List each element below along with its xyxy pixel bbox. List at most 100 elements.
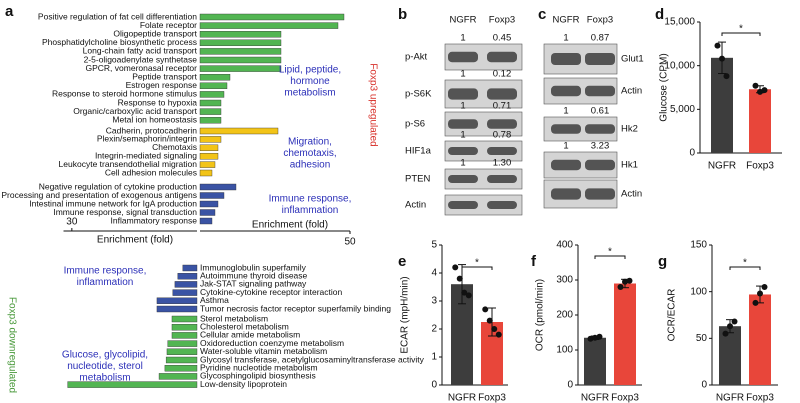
y-tick-label: 5: [431, 240, 437, 251]
data-point: [482, 306, 489, 313]
bar: [199, 39, 282, 46]
x-tick-label: Foxp3: [478, 393, 506, 403]
data-point: [723, 73, 730, 80]
bar-label: Positive regulation of fat cell differen…: [38, 11, 197, 21]
quantification: 1: [460, 33, 465, 44]
data-point: [731, 318, 738, 325]
y-tick-label: 100: [556, 345, 573, 356]
y-tick-label: 2: [431, 324, 437, 335]
blot-label: Actin: [405, 200, 426, 211]
bar: [182, 264, 198, 272]
quantification: 0.87: [591, 33, 610, 44]
bar-label: Phosphatidylcholine biosynthetic process: [42, 37, 197, 47]
bar-label: Plexin/semaphorin/integrin: [97, 134, 197, 144]
group-label: inflammation: [77, 277, 134, 288]
bar-label: Cytokine-cytokine receptor interaction: [200, 287, 342, 297]
lane-label: NGFR: [553, 15, 580, 26]
bar: [156, 297, 198, 304]
bar: [199, 217, 213, 225]
bar: [167, 340, 198, 347]
bar: [711, 57, 733, 153]
significance-bracket: [729, 266, 761, 270]
quantification: 1: [460, 158, 465, 169]
bar: [172, 289, 198, 296]
y-tick-label: 300: [556, 275, 573, 286]
group-label: nucleotide, sterol: [67, 361, 143, 372]
data-point: [456, 275, 463, 282]
y-axis-label: Glucose (CPM): [659, 53, 670, 121]
bar: [199, 136, 222, 143]
bar: [171, 324, 198, 331]
blot-band: [585, 85, 615, 97]
bar: [199, 200, 219, 208]
bar-label: Inflammatory response: [111, 215, 198, 225]
data-point: [727, 323, 733, 330]
bar: [199, 31, 282, 38]
significance-bracket: [594, 255, 626, 259]
bar-label: Sterol metabolism: [200, 313, 268, 323]
group-label: Immune response,: [269, 194, 352, 205]
blot-band: [487, 88, 517, 100]
data-point: [752, 82, 759, 89]
data-point: [761, 87, 768, 94]
bar: [451, 284, 473, 385]
bar-label: Processing and presentation of exogenous…: [1, 190, 197, 200]
data-point: [617, 284, 624, 290]
blot-band: [487, 51, 517, 63]
side-label: Foxp3 downregulated: [6, 297, 17, 393]
data-point: [461, 289, 468, 296]
quantification: 0.78: [493, 130, 512, 141]
bar-label: Cholesterol metabolism: [200, 321, 289, 331]
quantification: 1: [460, 130, 465, 141]
data-point: [592, 334, 598, 341]
bar: [199, 169, 213, 177]
y-tick-label: 1: [431, 352, 437, 363]
group-label: inflammation: [282, 205, 339, 216]
bar: [749, 89, 771, 153]
data-point: [465, 292, 472, 299]
bar: [749, 294, 771, 385]
bar-label: Leukocyte transendothelial migration: [59, 159, 198, 169]
bar: [199, 127, 279, 135]
blot-band: [448, 88, 478, 100]
data-point: [761, 284, 768, 290]
bar: [158, 373, 198, 380]
data-point: [596, 333, 603, 340]
data-point: [714, 42, 721, 49]
blot-band: [585, 53, 615, 65]
significance-bracket: [721, 32, 761, 36]
bar: [199, 144, 219, 152]
blot-label: Actin: [621, 86, 642, 97]
y-tick-label: 200: [556, 310, 573, 321]
blot-band: [551, 85, 581, 97]
bar: [199, 116, 222, 124]
significance-label: *: [739, 24, 743, 35]
blot-band: [487, 175, 517, 183]
significance-label: *: [608, 247, 612, 258]
blot-band: [551, 159, 581, 171]
blot-band: [585, 188, 615, 200]
bar: [584, 337, 606, 385]
panel-label: e: [398, 253, 406, 270]
bar-label: Cell adhesion molecules: [105, 167, 197, 177]
x-axis-label: Enrichment (fold): [97, 235, 173, 246]
y-tick-label: 150: [690, 240, 707, 251]
bar: [166, 348, 198, 355]
bar-label: Metal ion homeostasis: [112, 114, 197, 124]
bar: [199, 13, 345, 21]
x-tick-label: NGFR: [708, 161, 736, 172]
y-tick-label: 0: [701, 380, 707, 391]
blot-label: HIF1a: [405, 146, 432, 157]
bar-label: 2-5-oligoadenylate synthetase: [84, 54, 198, 64]
group-label: Migration,: [288, 137, 332, 148]
blot-label: Hk2: [621, 124, 638, 135]
quantification: 3.23: [591, 141, 610, 152]
bar: [177, 273, 198, 280]
quantification: 0.71: [493, 101, 512, 112]
quantification: 1: [460, 69, 465, 80]
lane-label: NGFR: [450, 15, 477, 26]
group-label: hormone: [290, 76, 330, 87]
panel-label: f: [531, 253, 537, 270]
bar: [199, 65, 282, 72]
